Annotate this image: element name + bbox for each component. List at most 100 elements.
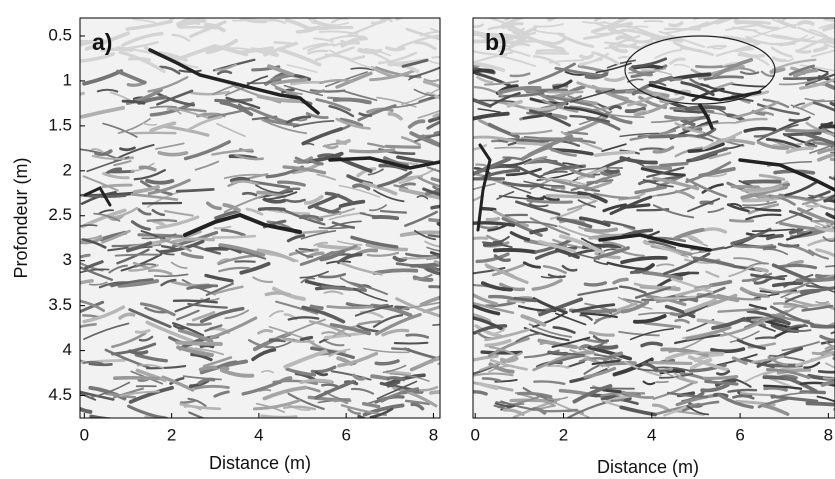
radargram-texture	[489, 31, 536, 43]
radargram-texture	[429, 390, 440, 395]
radargram-texture	[149, 105, 177, 109]
radargram-texture	[283, 349, 328, 369]
radargram-texture	[696, 127, 717, 138]
radargram-texture	[620, 255, 668, 265]
radargram-texture	[262, 385, 308, 401]
radargram-texture	[182, 375, 222, 381]
radargram-texture	[668, 21, 684, 28]
radargram-texture	[548, 354, 585, 366]
radargram-texture	[81, 238, 107, 249]
radargram-texture	[362, 403, 405, 417]
radargram-texture	[116, 248, 150, 265]
radargram-texture	[419, 295, 440, 307]
radargram-texture	[89, 414, 137, 418]
radargram-texture	[113, 375, 160, 381]
radargram-texture	[409, 131, 440, 148]
radargram-texture	[473, 372, 514, 377]
radargram-texture	[229, 176, 250, 183]
radargram-texture	[627, 92, 661, 107]
radargram-texture	[580, 312, 618, 319]
radargram-texture	[236, 46, 275, 55]
x-tick-label: 6	[735, 425, 744, 444]
radargram-texture	[702, 374, 739, 380]
radargram-texture	[177, 328, 214, 344]
radargram-texture	[146, 218, 178, 223]
radargram-texture	[328, 49, 374, 70]
radargram-texture	[299, 378, 333, 384]
radargram-texture	[822, 24, 835, 32]
radargram-texture	[138, 165, 157, 172]
radargram-texture	[591, 51, 621, 66]
radargram-texture	[299, 251, 334, 266]
radargram-texture	[332, 38, 369, 47]
radargram-texture	[310, 346, 355, 360]
radargram-texture	[648, 133, 688, 139]
panel-label: a)	[92, 29, 112, 55]
radargram-texture	[552, 79, 573, 90]
radargram-texture	[632, 314, 667, 324]
radargram-texture	[135, 368, 167, 382]
radargram-texture	[328, 393, 352, 402]
radargram-texture	[331, 221, 356, 229]
radargram-texture	[581, 21, 606, 24]
radargram-texture	[743, 126, 777, 133]
radargram-texture	[220, 228, 246, 237]
radargram-texture	[473, 51, 514, 64]
radargram-texture	[82, 175, 119, 192]
radargram-texture	[810, 324, 835, 329]
radargram-texture	[409, 261, 440, 268]
reflector	[698, 103, 714, 130]
radargram-texture	[435, 357, 440, 360]
radargram-texture	[480, 350, 523, 355]
radargram-texture	[719, 319, 765, 337]
radargram-texture	[286, 64, 318, 74]
radargram-texture	[262, 191, 298, 201]
radargram-texture	[688, 18, 731, 30]
radargram-texture	[680, 81, 715, 97]
radargram-texture	[477, 108, 501, 113]
radargram-texture	[128, 264, 159, 272]
radargram-texture	[571, 303, 616, 314]
radargram-texture	[529, 217, 571, 236]
radargram-texture	[756, 103, 800, 116]
radargram-texture	[618, 18, 628, 21]
radargram-texture	[381, 328, 410, 337]
radargram-texture	[763, 384, 803, 390]
radargram-texture	[314, 370, 329, 377]
radargram-texture	[652, 176, 700, 191]
radargram-texture	[823, 18, 835, 23]
radargram-texture	[137, 208, 152, 216]
radargram-texture	[593, 150, 636, 157]
radargram-texture	[321, 331, 336, 335]
radargram-texture	[252, 276, 274, 284]
radargram-texture	[606, 59, 636, 69]
radargram-texture	[725, 23, 762, 32]
radargram-texture	[652, 204, 695, 219]
radargram-texture	[205, 38, 239, 55]
radargram-texture	[473, 221, 516, 227]
radargram-texture	[404, 399, 431, 406]
radargram-texture	[251, 348, 277, 362]
x-axis-label: Distance (m)	[597, 457, 699, 477]
radargram-texture	[547, 273, 566, 279]
radargram-texture	[754, 207, 782, 212]
radargram-texture	[436, 221, 440, 227]
radargram-texture	[674, 318, 690, 324]
radargram-texture	[535, 49, 567, 53]
radargram-texture	[583, 227, 619, 233]
radargram-texture	[113, 160, 132, 167]
radargram-texture	[593, 315, 612, 325]
radargram-texture	[473, 32, 488, 40]
radargram-texture	[104, 167, 123, 176]
radargram-texture	[193, 284, 215, 290]
radargram-texture	[102, 122, 138, 138]
radargram-texture	[342, 90, 378, 102]
radargram-texture	[111, 332, 147, 349]
radargram-texture	[533, 23, 565, 28]
radargram-texture	[384, 373, 426, 386]
radargram-texture	[306, 386, 321, 393]
radargram-texture	[574, 345, 616, 362]
radargram-texture	[190, 90, 230, 96]
radargram-texture	[333, 398, 349, 405]
panel-label: b)	[485, 29, 507, 55]
